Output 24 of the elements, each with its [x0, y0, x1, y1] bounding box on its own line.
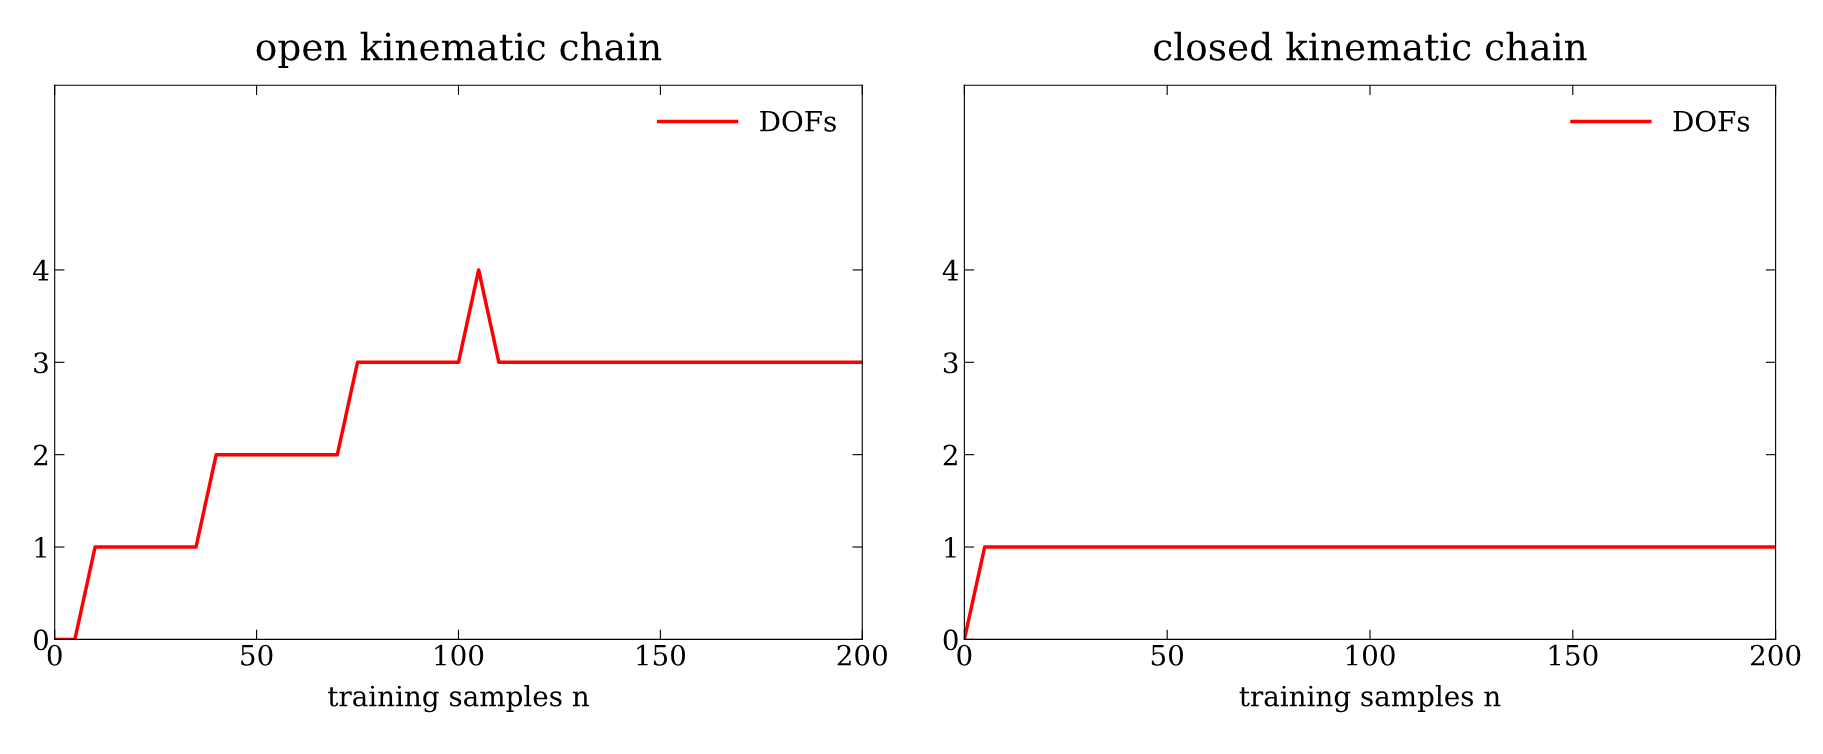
x-tick-label: 150	[637, 644, 686, 666]
x-axis-title: training samples n	[328, 685, 589, 713]
legend-label: DOFs	[760, 110, 836, 132]
y-tick-label: 0	[33, 629, 48, 651]
y-tick-label: 3	[34, 352, 48, 374]
y-tick-label: 4	[942, 259, 959, 281]
y-tick-label: 1	[945, 536, 956, 558]
y-tick-label: 2	[943, 444, 957, 466]
chart-title: closed kinematic chain	[1154, 31, 1587, 61]
y-tick-label: 0	[943, 629, 958, 651]
y-tick-label: 1	[35, 536, 46, 558]
x-tick-label: 100	[435, 644, 484, 666]
x-tick-label: 200	[1750, 644, 1801, 666]
x-tick-label: 50	[1151, 644, 1183, 666]
x-tick-label: 50	[241, 644, 273, 666]
x-tick-label: 150	[1549, 644, 1598, 666]
y-tick-label: 3	[943, 352, 958, 374]
legend-label: DOFs	[1673, 110, 1750, 132]
x-axis-title: training samples n	[1239, 685, 1501, 713]
x-tick-label: 200	[837, 644, 887, 666]
x-tick-label: 100	[1346, 644, 1395, 666]
chart-title: open kinematic chain	[256, 31, 662, 68]
y-tick-label: 2	[34, 444, 48, 466]
y-tick-label: 4	[33, 259, 49, 281]
